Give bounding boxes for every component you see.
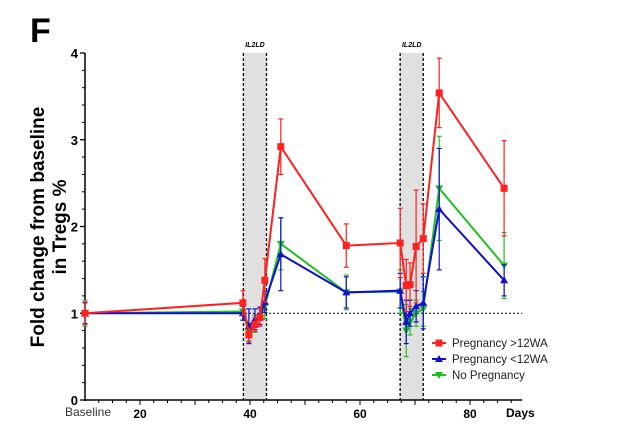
legend-label: Pregnancy <12WA xyxy=(452,354,548,366)
data-point xyxy=(251,321,259,329)
baseline-tick-label: Baseline xyxy=(65,405,111,419)
shaded-region xyxy=(243,53,267,400)
y-tick-label: 1 xyxy=(71,306,78,321)
data-point xyxy=(412,302,421,310)
data-point xyxy=(256,314,264,322)
data-point xyxy=(412,242,420,250)
data-point xyxy=(396,239,404,247)
y-axis-label-line2: in Tregs % xyxy=(50,179,71,274)
shade-label: IL2LD xyxy=(402,42,421,49)
legend-label: No Pregnancy xyxy=(452,370,525,382)
data-point xyxy=(261,276,269,284)
data-point xyxy=(419,298,428,306)
legend-marker xyxy=(435,339,443,347)
data-point xyxy=(402,317,411,325)
data-point xyxy=(342,288,351,296)
legend-marker xyxy=(435,372,443,379)
data-point xyxy=(81,309,89,317)
y-tick-label: 2 xyxy=(71,220,78,235)
data-point xyxy=(419,235,427,243)
data-point xyxy=(402,281,410,289)
x-axis-label: Days xyxy=(506,406,535,420)
y-tick-label: 0 xyxy=(71,393,78,408)
data-point xyxy=(342,242,350,250)
data-point xyxy=(396,286,405,294)
x-tick-label: 80 xyxy=(463,407,477,421)
x-tick-label: 40 xyxy=(243,407,257,421)
legend-marker xyxy=(435,355,443,362)
data-point xyxy=(406,281,414,289)
shade-label: IL2LD xyxy=(245,42,264,49)
x-tick-label: 20 xyxy=(133,407,147,421)
data-point xyxy=(435,89,443,97)
data-point xyxy=(435,205,444,213)
data-point xyxy=(500,184,508,192)
y-tick-label: 4 xyxy=(71,46,79,61)
panel-label: F xyxy=(30,12,51,50)
data-point xyxy=(277,143,285,151)
data-point xyxy=(406,309,415,317)
series-line xyxy=(84,90,505,338)
shaded-region xyxy=(400,53,424,400)
data-point xyxy=(245,331,253,339)
x-tick-label: 60 xyxy=(353,407,367,421)
data-point xyxy=(239,299,247,307)
y-tick-label: 3 xyxy=(71,133,78,148)
data-point xyxy=(276,250,285,258)
legend: Pregnancy >12WA Pregnancy <12WA No Pregnan… xyxy=(432,338,548,382)
legend-label: Pregnancy >12WA xyxy=(452,338,548,350)
y-axis-label-line1: Fold change from baseline xyxy=(28,107,49,348)
data-point xyxy=(500,276,509,284)
